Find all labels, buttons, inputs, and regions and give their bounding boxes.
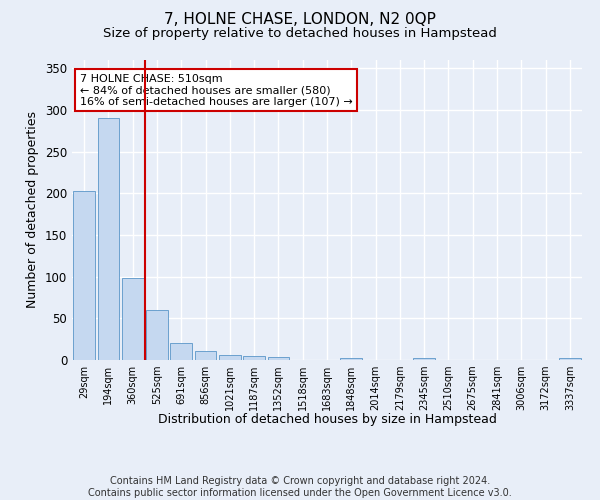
Bar [194,351,217,360]
Bar [146,310,168,360]
Text: Contains HM Land Registry data © Crown copyright and database right 2024.
Contai: Contains HM Land Registry data © Crown c… [88,476,512,498]
X-axis label: Distribution of detached houses by size in Hampstead: Distribution of detached houses by size … [158,414,496,426]
Bar [97,118,119,360]
Bar [340,358,362,360]
Bar [243,356,265,360]
Text: 7 HOLNE CHASE: 510sqm
← 84% of detached houses are smaller (580)
16% of semi-det: 7 HOLNE CHASE: 510sqm ← 84% of detached … [80,74,352,106]
Bar [559,358,581,360]
Text: Size of property relative to detached houses in Hampstead: Size of property relative to detached ho… [103,28,497,40]
Text: 7, HOLNE CHASE, LONDON, N2 0QP: 7, HOLNE CHASE, LONDON, N2 0QP [164,12,436,28]
Bar [268,356,289,360]
Bar [219,355,241,360]
Bar [170,342,192,360]
Bar [413,358,435,360]
Bar [122,278,143,360]
Bar [73,191,95,360]
Y-axis label: Number of detached properties: Number of detached properties [26,112,40,308]
